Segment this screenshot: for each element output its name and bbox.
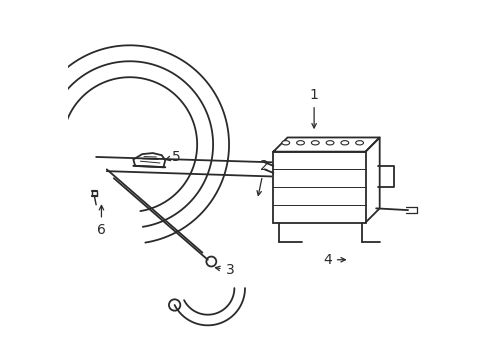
Ellipse shape <box>282 141 290 145</box>
Text: 1: 1 <box>310 88 318 128</box>
Text: 2: 2 <box>257 159 269 195</box>
Text: 4: 4 <box>323 253 345 267</box>
Text: 6: 6 <box>97 206 106 237</box>
Bar <box>273 152 366 222</box>
Ellipse shape <box>326 141 334 145</box>
Ellipse shape <box>356 141 364 145</box>
Ellipse shape <box>341 141 349 145</box>
Ellipse shape <box>296 141 304 145</box>
Ellipse shape <box>312 141 319 145</box>
Text: 3: 3 <box>216 264 234 278</box>
Text: 5: 5 <box>166 150 181 164</box>
